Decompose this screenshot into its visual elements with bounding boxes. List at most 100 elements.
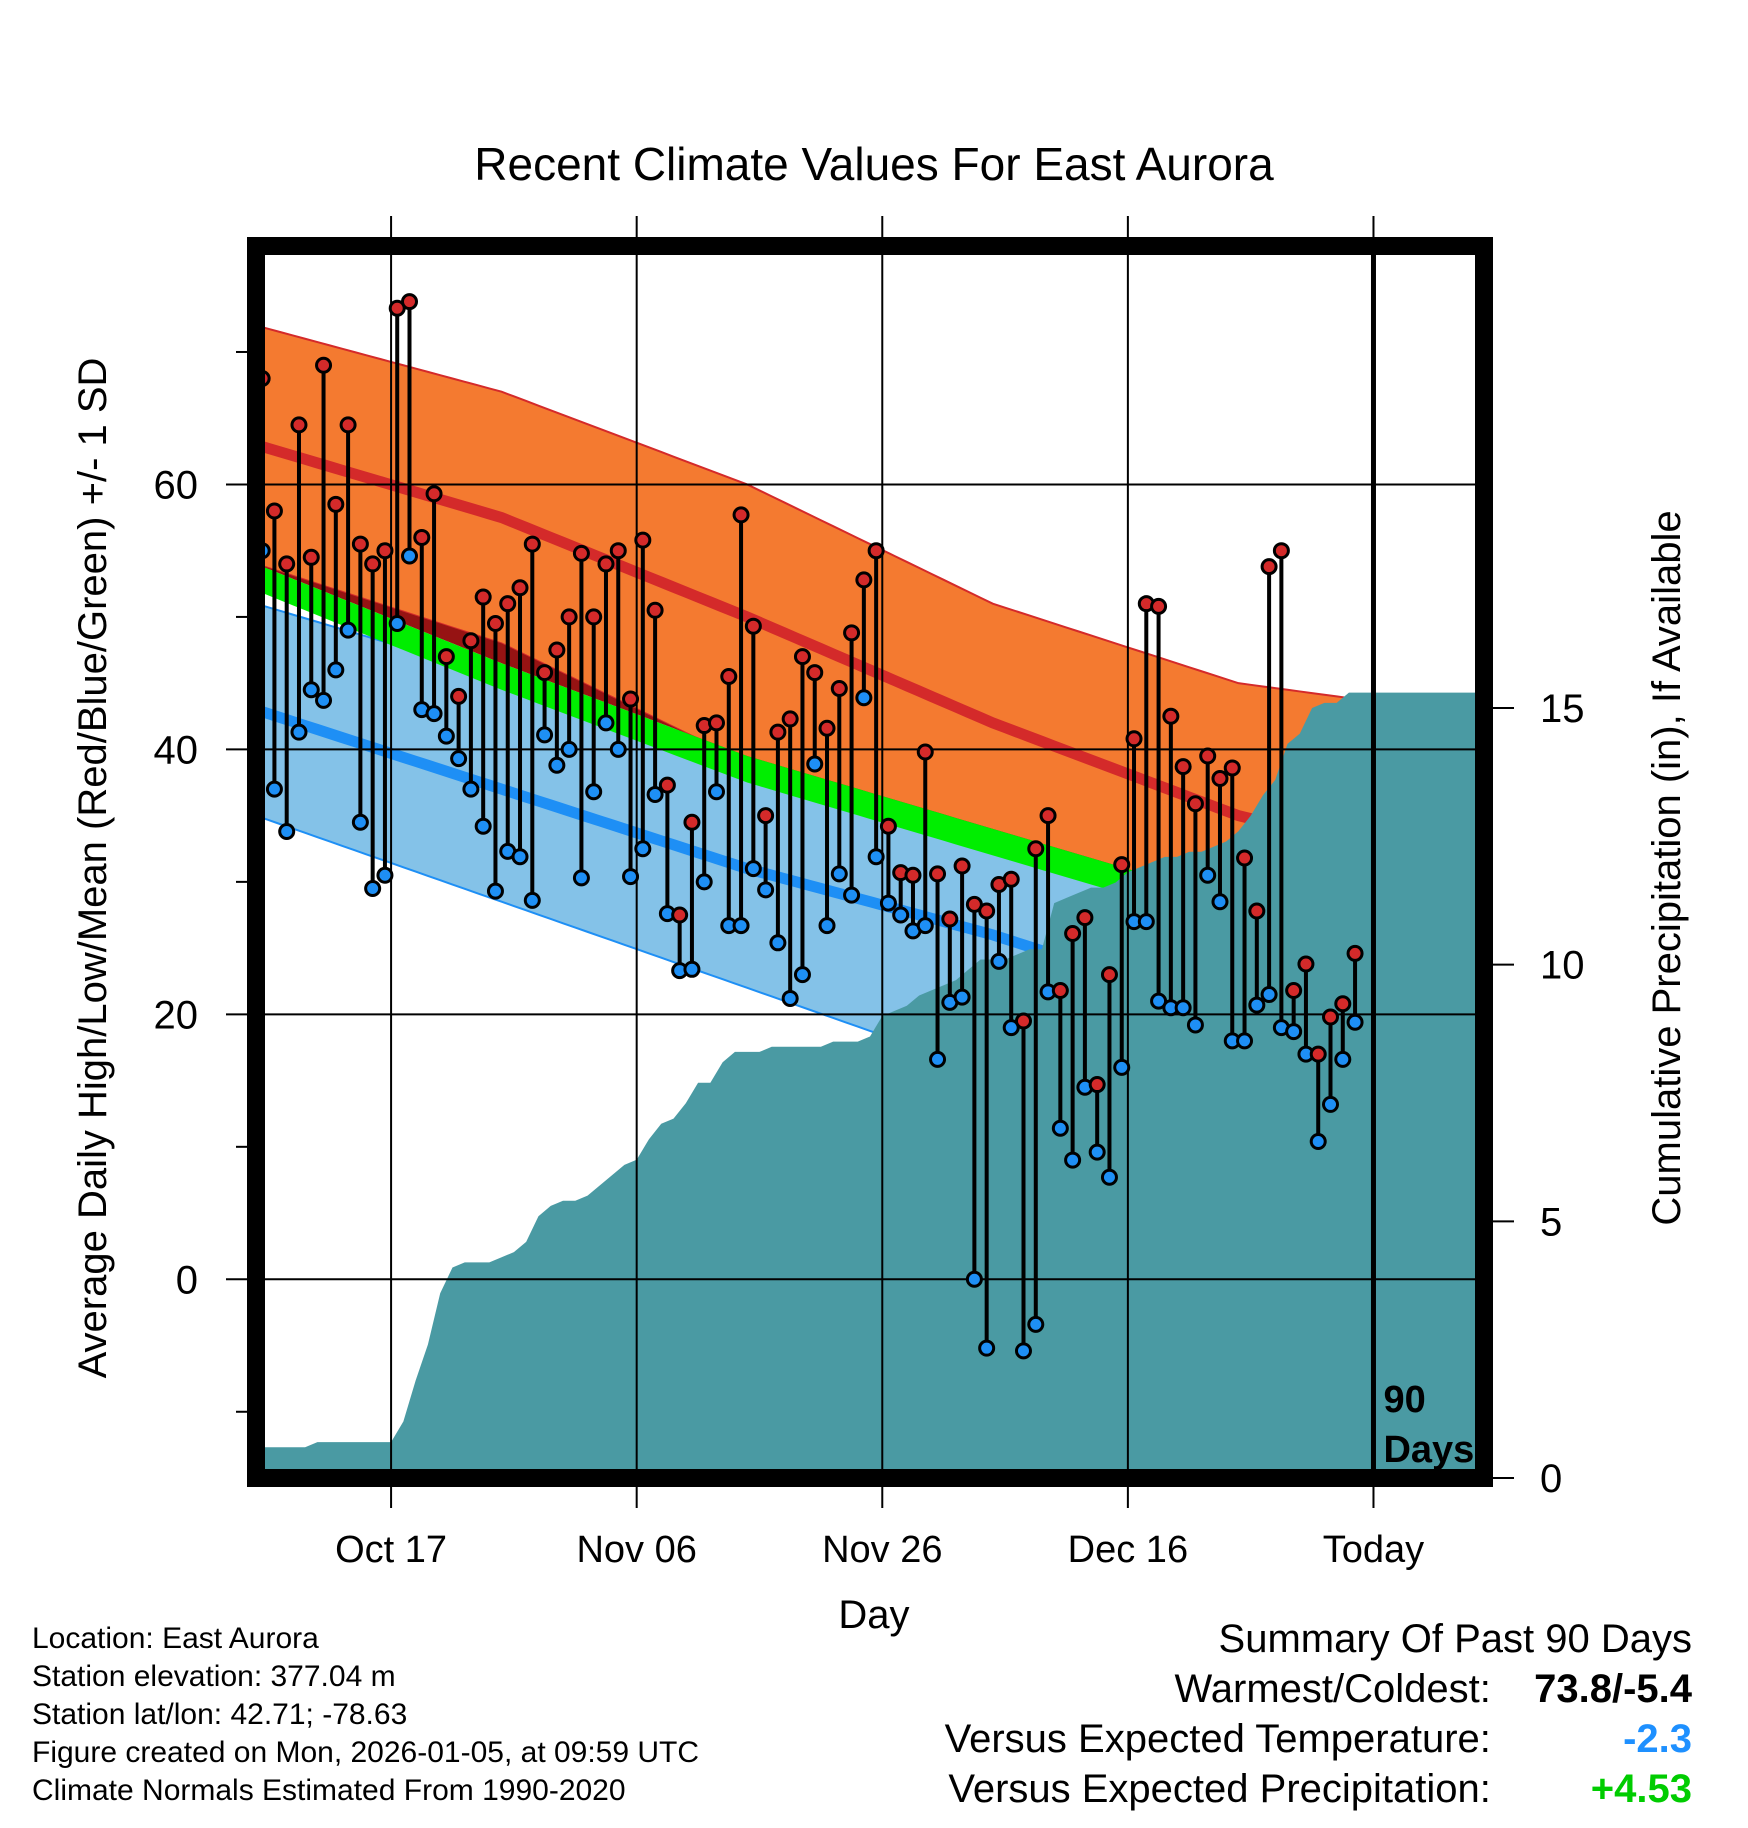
high-point: [622, 690, 640, 708]
low-point: [1015, 1342, 1032, 1360]
high-point: [1186, 795, 1204, 813]
high-point: [658, 776, 676, 794]
low-point: [830, 865, 848, 883]
low-point: [916, 917, 934, 935]
y-axis-label: Average Daily High/Low/Mean (Red/Blue/Gr…: [71, 358, 115, 1379]
low-point: [1064, 1151, 1082, 1169]
low-point: [744, 860, 762, 878]
high-point: [364, 555, 382, 573]
high-point: [474, 588, 492, 606]
high-point: [1002, 870, 1020, 888]
high-point: [1297, 955, 1315, 973]
low-point: [327, 661, 345, 679]
high-point: [376, 542, 394, 560]
high-point: [769, 723, 787, 741]
y2-tick-label: 10: [1540, 944, 1585, 988]
y2-tick-label: 5: [1540, 1200, 1562, 1244]
y-tick-label: 0: [176, 1258, 198, 1302]
high-point: [1248, 902, 1266, 920]
low-point: [879, 894, 897, 912]
high-point: [290, 416, 308, 434]
high-point: [548, 641, 566, 659]
high-point: [315, 356, 333, 374]
low-point: [1248, 996, 1266, 1014]
high-point: [327, 495, 345, 513]
low-point: [1088, 1143, 1106, 1161]
x-tick-label: Nov 06: [576, 1529, 696, 1571]
high-point: [523, 535, 541, 553]
summary-temp-label: Versus Expected Temperature:: [944, 1717, 1491, 1761]
high-point: [413, 528, 431, 546]
summary-temp-value: -2.3: [1623, 1717, 1692, 1761]
plot-frame: [247, 237, 1493, 1487]
low-point: [437, 727, 455, 745]
low-point: [1334, 1050, 1352, 1068]
high-point: [265, 502, 283, 520]
summary-panel: Summary Of Past 90 Days Warmest/Coldest:…: [945, 1614, 1692, 1814]
high-point: [351, 535, 369, 553]
high-point: [1272, 542, 1290, 560]
summary-warmest-row: Warmest/Coldest: 73.8/-5.4: [945, 1664, 1693, 1714]
today-label-line2: Days: [1383, 1429, 1474, 1471]
high-point: [597, 555, 615, 573]
y-tick-label: 20: [154, 993, 199, 1037]
high-point: [978, 902, 996, 920]
high-point: [437, 648, 455, 666]
low-point: [781, 989, 799, 1007]
high-point: [339, 416, 357, 434]
info-normals: Climate Normals Estimated From 1990-2020: [32, 1774, 626, 1807]
high-point: [1039, 807, 1057, 825]
low-point: [339, 621, 357, 639]
low-point: [1137, 913, 1155, 931]
summary-precip-value: +4.53: [1590, 1767, 1692, 1811]
summary-warmest-value: 73.8/-5.4: [1534, 1667, 1692, 1711]
low-point: [290, 723, 308, 741]
low-point: [1309, 1133, 1327, 1151]
summary-precip-label: Versus Expected Precipitation:: [948, 1767, 1491, 1811]
low-point: [990, 952, 1008, 970]
low-point: [867, 848, 885, 866]
low-point: [646, 785, 664, 803]
high-point: [671, 906, 689, 924]
summary-title: Summary Of Past 90 Days: [1218, 1617, 1692, 1661]
y2-tick-label: 0: [1540, 1457, 1562, 1501]
summary-precip-row: Versus Expected Precipitation: +4.53: [945, 1764, 1692, 1814]
high-point: [1174, 758, 1192, 776]
low-point: [978, 1339, 996, 1357]
low-point: [425, 705, 443, 723]
high-point: [1051, 981, 1069, 999]
high-point: [929, 865, 947, 883]
low-point: [315, 691, 333, 709]
low-point: [622, 868, 640, 886]
high-point: [1125, 730, 1143, 748]
low-point: [511, 848, 529, 866]
low-point: [376, 866, 394, 884]
high-point: [1199, 747, 1217, 765]
high-point: [708, 714, 725, 732]
low-point: [1051, 1119, 1069, 1137]
low-point: [818, 917, 836, 935]
low-point: [265, 780, 283, 798]
high-point: [536, 664, 554, 682]
high-point: [450, 687, 468, 705]
low-point: [806, 755, 824, 773]
high-point: [953, 857, 971, 875]
high-point: [744, 617, 762, 635]
x-tick-label: Nov 26: [822, 1529, 942, 1571]
high-point: [1113, 856, 1131, 874]
low-point: [965, 1270, 983, 1288]
x-axis-label: Day: [838, 1593, 909, 1637]
high-point: [830, 679, 848, 697]
low-point: [855, 689, 873, 707]
high-point: [1150, 597, 1168, 615]
high-point: [278, 555, 296, 573]
high-point: [1223, 759, 1241, 777]
high-point: [302, 548, 320, 566]
low-point: [351, 813, 369, 831]
high-point: [1076, 909, 1094, 927]
low-point: [548, 756, 566, 774]
y2-axis-label: Cumulative Precipitation (in), If Availa…: [1645, 510, 1689, 1225]
low-point: [1236, 1032, 1254, 1050]
low-point: [572, 869, 590, 887]
summary-warmest-label: Warmest/Coldest:: [1174, 1667, 1491, 1711]
